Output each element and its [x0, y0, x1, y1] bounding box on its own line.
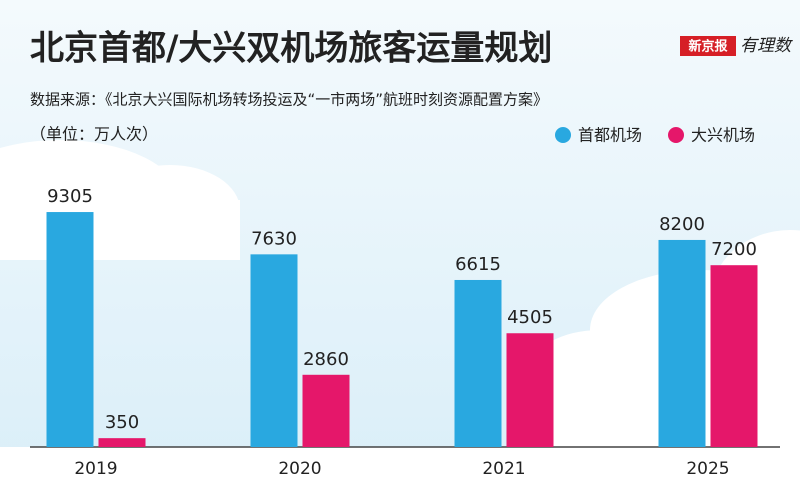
x-tick-label: 2021 [482, 459, 525, 479]
value-label: 350 [105, 412, 139, 433]
value-label: 4505 [507, 307, 553, 328]
legend-swatch [668, 127, 684, 143]
bar [658, 239, 706, 447]
legend-label: 首都机场 [578, 126, 642, 145]
x-tick-label: 2019 [74, 459, 117, 479]
legend-label: 大兴机场 [691, 126, 755, 145]
brand-paper: 新京报 [688, 39, 728, 55]
legend-swatch [555, 127, 571, 143]
unit-label: （单位：万人次） [30, 125, 158, 144]
bar [302, 374, 350, 447]
bar [98, 438, 146, 447]
value-label: 2860 [303, 349, 349, 370]
subtitle: 数据来源：《北京大兴国际机场转场投运及“一市两场”航班时刻资源配置方案》 [30, 91, 548, 109]
bar [454, 279, 502, 447]
brand-column: 有理数 [740, 36, 793, 56]
bar [46, 212, 94, 447]
chart-title: 北京首都/大兴双机场旅客运量规划 [30, 29, 552, 69]
value-label: 8200 [659, 214, 705, 235]
value-label: 7630 [251, 228, 297, 249]
bar [506, 333, 554, 447]
bar [710, 265, 758, 447]
x-tick-label: 2025 [686, 459, 729, 479]
brand-box [680, 36, 736, 56]
bar [250, 254, 298, 447]
value-label: 6615 [455, 254, 501, 275]
x-tick-label: 2020 [278, 459, 321, 479]
value-label: 9305 [47, 186, 93, 207]
value-label: 7200 [711, 239, 757, 260]
